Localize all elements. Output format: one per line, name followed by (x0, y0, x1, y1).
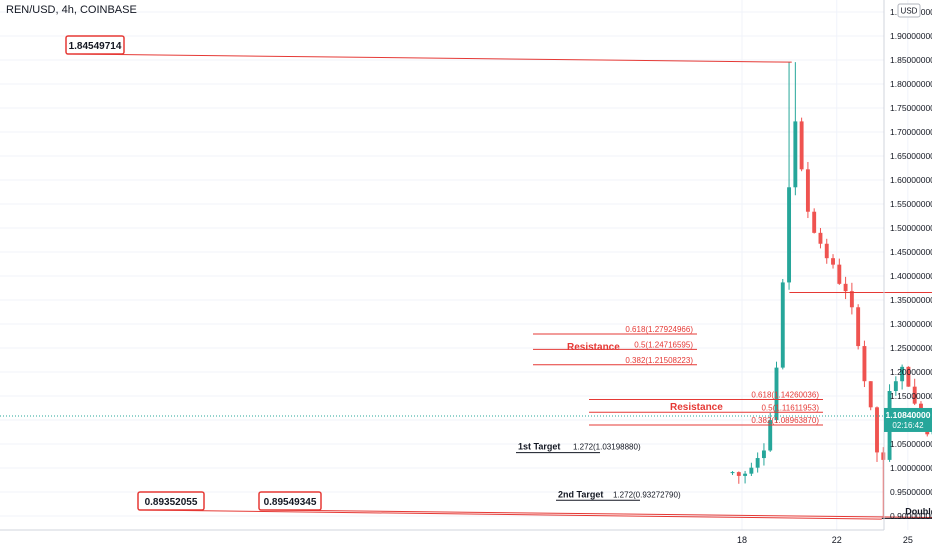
low1-callout-pointer (144, 510, 882, 519)
target-title: 1st Target (518, 442, 560, 452)
y-tick-label: 1.70000000 (890, 127, 932, 137)
fib-upper-label: 0.5(1.24716595) (634, 340, 693, 349)
low1-callout-text: 0.89352055 (145, 497, 198, 508)
chart-title: REN/USD, 4h, COINBASE (6, 4, 137, 16)
candle-body (894, 381, 898, 391)
peak-callout-text: 1.84549714 (69, 41, 122, 52)
candle-body (837, 265, 841, 284)
last-price-value: 1.10840000 (886, 410, 931, 420)
x-tick-label: 25 (903, 535, 913, 545)
y-tick-label: 0.90000000 (890, 511, 932, 521)
x-tick-label: 18 (737, 535, 747, 545)
candle-body (831, 258, 835, 264)
candle-body (812, 212, 816, 233)
y-tick-label: 1.15000000 (890, 391, 932, 401)
y-tick-label: 1.55000000 (890, 199, 932, 209)
candle-body (844, 284, 848, 291)
fib-lower-label: 0.618(1.14260036) (751, 391, 819, 400)
y-tick-label: 0.95000000 (890, 487, 932, 497)
y-tick-label: 1.20000000 (890, 367, 932, 377)
candle-body (869, 381, 873, 407)
candle-body (819, 233, 823, 244)
x-tick-label: 22 (832, 535, 842, 545)
candle-body (737, 472, 741, 476)
candle-body (781, 282, 785, 367)
target-label: 1.272(0.93272790) (613, 490, 681, 499)
candle-body (756, 458, 760, 468)
low2-callout-pointer (265, 510, 932, 518)
y-tick-label: 1.50000000 (890, 223, 932, 233)
y-tick-label: 1.90000000 (890, 31, 932, 41)
candle-body (749, 468, 753, 474)
candle-body (731, 472, 735, 473)
y-tick-label: 1.80000000 (890, 79, 932, 89)
candle-body (762, 450, 766, 458)
candle-body (806, 169, 810, 211)
y-tick-label: 1.40000000 (890, 271, 932, 281)
candle-body (743, 474, 747, 476)
y-tick-label: 1.45000000 (890, 247, 932, 257)
fib-upper-label: 0.618(1.27924966) (625, 325, 693, 334)
y-tick-label: 1.65000000 (890, 151, 932, 161)
fib-upper-title: Resistance (567, 342, 620, 353)
y-tick-label: 1.60000000 (890, 175, 932, 185)
fib-lower-title: Resistance (670, 402, 723, 413)
fib-lower-label: 0.382(1.08963870) (751, 416, 819, 425)
candle-body (825, 244, 829, 258)
fib-lower-label: 0.5(1.11611953) (761, 403, 819, 412)
candle-body (881, 452, 885, 459)
y-tick-label: 1.85000000 (890, 55, 932, 65)
currency-label: USD (901, 7, 918, 16)
candle-body (875, 407, 879, 452)
last-price-countdown: 02:16:42 (892, 421, 924, 430)
candle-body (856, 307, 860, 346)
y-tick-label: 1.25000000 (890, 343, 932, 353)
candle-body (862, 346, 866, 381)
target-label: 1.272(1.03198880) (573, 443, 641, 452)
candle-body (850, 291, 854, 307)
y-tick-label: 1.75000000 (890, 103, 932, 113)
peak-callout-pointer (72, 54, 792, 62)
y-tick-label: 1.35000000 (890, 295, 932, 305)
candle-body (800, 121, 804, 169)
candle-body (787, 187, 791, 282)
candle-body (793, 121, 797, 187)
fib-upper-label: 0.382(1.21508223) (625, 356, 693, 365)
y-tick-label: 1.05000000 (890, 439, 932, 449)
target-title: 2nd Target (558, 489, 603, 499)
y-tick-label: 1.00000000 (890, 463, 932, 473)
low2-callout-text: 0.89549345 (264, 497, 317, 508)
grid (0, 0, 932, 530)
y-tick-label: 1.30000000 (890, 319, 932, 329)
